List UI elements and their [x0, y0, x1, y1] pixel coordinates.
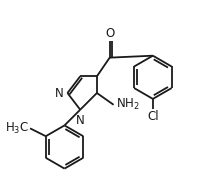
Text: H$_3$C: H$_3$C	[5, 121, 29, 136]
Text: Cl: Cl	[146, 110, 158, 123]
Text: N: N	[75, 114, 84, 127]
Text: O: O	[105, 27, 114, 40]
Text: NH$_2$: NH$_2$	[115, 97, 139, 112]
Text: N: N	[54, 86, 63, 100]
